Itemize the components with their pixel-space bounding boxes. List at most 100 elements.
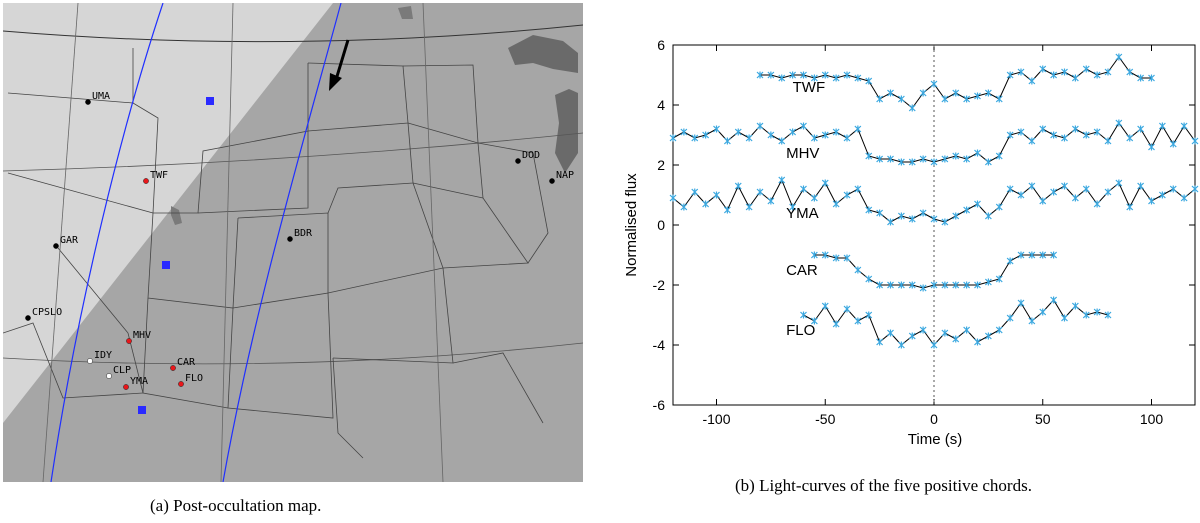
data-point [1061, 314, 1068, 322]
data-point [832, 200, 840, 208]
data-point [1017, 128, 1025, 136]
data-point [1028, 251, 1036, 259]
data-point [1028, 182, 1036, 190]
data-point [963, 206, 971, 214]
data-point [1061, 68, 1068, 76]
data-point [897, 158, 905, 166]
data-point [669, 134, 677, 142]
data-point [1039, 197, 1047, 205]
data-point [908, 104, 916, 112]
data-point [1093, 128, 1101, 136]
data-point [1006, 131, 1014, 139]
station-label-flo: FLO [185, 373, 203, 384]
data-point [1169, 140, 1177, 148]
data-point [1115, 179, 1123, 187]
data-point [919, 209, 927, 217]
data-point [810, 134, 818, 142]
data-point [1191, 185, 1199, 193]
data-point [691, 134, 699, 142]
data-point [843, 305, 851, 313]
data-point [702, 200, 710, 208]
data-point [832, 254, 840, 262]
data-point [984, 332, 992, 340]
data-point [821, 302, 829, 310]
station-dot-flo [178, 381, 184, 387]
station-dot-clp [106, 373, 112, 379]
data-point [919, 284, 927, 292]
data-point [995, 326, 1003, 334]
y-tick-label: -2 [653, 277, 666, 293]
data-point [1104, 188, 1112, 196]
data-point [876, 338, 884, 346]
data-point [995, 95, 1003, 103]
y-tick-label: -4 [653, 337, 666, 353]
data-point [1082, 65, 1090, 73]
data-point [702, 131, 710, 139]
data-point [713, 125, 720, 133]
data-point [1061, 134, 1068, 142]
y-tick-label: 2 [657, 157, 665, 173]
data-point [723, 206, 731, 214]
data-point [865, 152, 873, 160]
data-point [1104, 68, 1112, 76]
data-point [919, 155, 927, 163]
data-point [789, 71, 797, 79]
data-point [821, 179, 829, 187]
x-tick-label: -100 [702, 411, 730, 427]
data-point [1039, 125, 1047, 133]
data-point [669, 194, 677, 202]
data-point [843, 134, 851, 142]
data-point [1093, 71, 1101, 79]
data-point [887, 329, 894, 337]
data-point [767, 71, 775, 79]
data-point [1017, 68, 1025, 76]
lake-michigan [555, 89, 578, 173]
data-point [1017, 299, 1025, 307]
data-point [1082, 185, 1090, 193]
data-point [984, 158, 992, 166]
data-point [952, 212, 960, 220]
station-dot-uma [85, 99, 91, 105]
data-point [1104, 311, 1112, 319]
data-point [1148, 143, 1155, 151]
data-point [887, 89, 894, 97]
data-point [1039, 251, 1047, 259]
data-point [930, 158, 938, 166]
y-tick-label: 4 [657, 97, 665, 113]
station-label-nap: NAP [556, 170, 574, 181]
station-label-uma: UMA [92, 91, 110, 102]
data-point [854, 74, 862, 82]
data-point [963, 326, 971, 334]
data-point [1006, 71, 1014, 79]
station-label-bdr: BDR [294, 228, 313, 239]
data-point [887, 281, 894, 289]
x-axis-label: Time (s) [908, 431, 962, 448]
data-point [908, 332, 916, 340]
data-point [1148, 74, 1155, 82]
data-point [680, 203, 688, 211]
station-label-yma: YMA [130, 376, 148, 387]
series-twf: TWF [756, 53, 1155, 112]
data-point [723, 137, 731, 145]
data-point [778, 176, 786, 184]
station-dot-car [170, 365, 176, 371]
data-point [865, 275, 873, 283]
data-point [854, 185, 862, 193]
data-point [1191, 137, 1199, 145]
border-line [2, 24, 584, 43]
data-point [1115, 53, 1123, 61]
data-point [1028, 77, 1036, 85]
y-axis-label: Normalised flux [623, 173, 640, 277]
data-point [832, 128, 840, 136]
data-point [1082, 311, 1090, 319]
data-point [941, 329, 949, 337]
data-point [821, 251, 829, 259]
series-car: CAR [786, 251, 1058, 292]
data-point [789, 128, 797, 136]
data-point [1006, 257, 1014, 265]
data-point [1158, 122, 1166, 130]
data-point [1050, 71, 1058, 79]
data-point [821, 131, 829, 139]
plot-area: -100 -50 0 50 100 -6 -4 -2 0 2 4 6 TWF MHV YMA CAR FLO [653, 37, 1199, 427]
